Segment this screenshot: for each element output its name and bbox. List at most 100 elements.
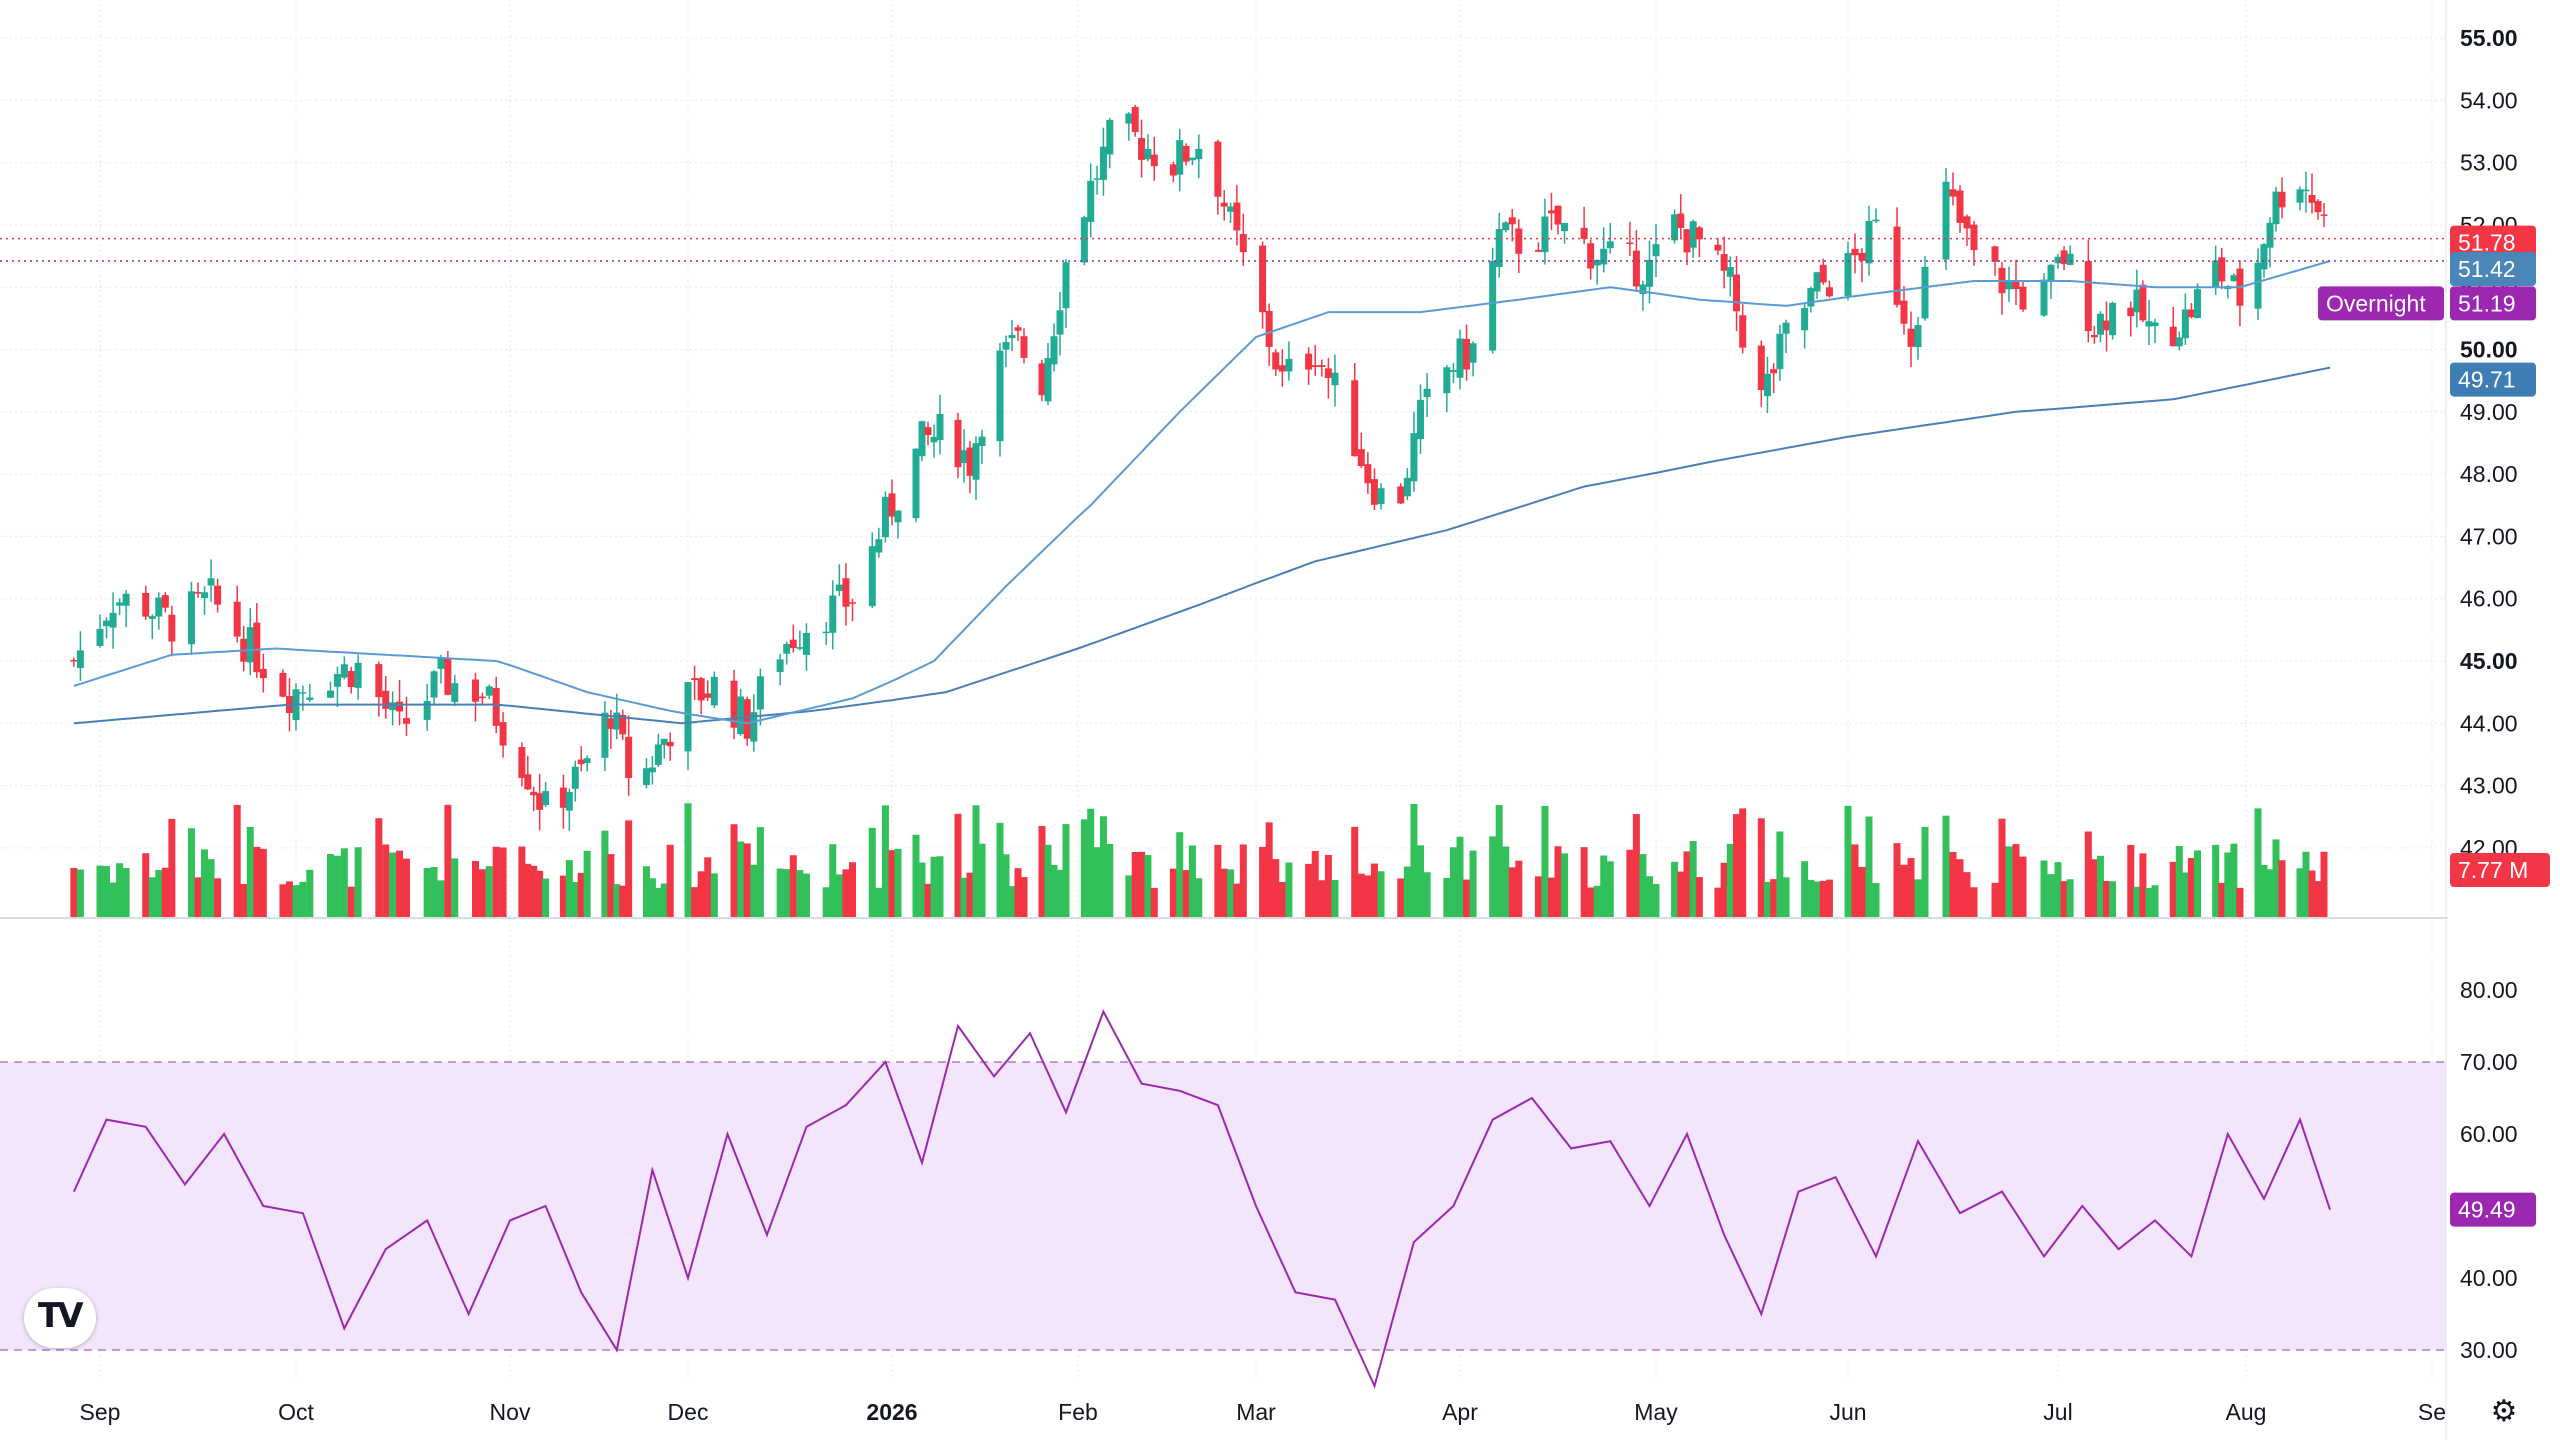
volume-bar bbox=[1364, 875, 1372, 918]
candle-body bbox=[875, 539, 883, 553]
volume-bar bbox=[565, 860, 573, 918]
volume-bar bbox=[1770, 879, 1778, 918]
volume-bar bbox=[2236, 887, 2244, 918]
volume-bar bbox=[333, 855, 341, 918]
rsi-axis-label: 40.00 bbox=[2460, 1265, 2518, 1291]
candle-body bbox=[1311, 365, 1319, 367]
candle-body bbox=[1776, 333, 1784, 370]
volume-bar bbox=[1991, 882, 1999, 918]
candle-body bbox=[912, 448, 920, 519]
volume-bar bbox=[2084, 831, 2092, 918]
volume-bar bbox=[1502, 846, 1510, 918]
volume-bar bbox=[666, 844, 674, 918]
volume-bar bbox=[1547, 877, 1555, 918]
price-axis-label: 44.00 bbox=[2460, 710, 2518, 736]
price-axis[interactable]: 55.0054.0053.0052.0051.0050.0049.0048.00… bbox=[2460, 25, 2518, 861]
candle-body bbox=[1106, 119, 1114, 155]
candle-body bbox=[894, 510, 902, 523]
candle-body bbox=[375, 664, 383, 698]
candle-body bbox=[2278, 191, 2286, 208]
volume-bar bbox=[1050, 865, 1058, 918]
candle-body bbox=[1062, 262, 1070, 309]
ma-long-tag-bg bbox=[2450, 362, 2536, 397]
candle-body bbox=[1921, 266, 1929, 319]
candle-body bbox=[1038, 363, 1046, 396]
time-axis-label: Se bbox=[2418, 1399, 2446, 1425]
candle-body bbox=[1188, 157, 1196, 161]
overnight-price-tag: 51.19 bbox=[2458, 290, 2516, 316]
volume-bar bbox=[1370, 863, 1378, 918]
volume-bar bbox=[2187, 857, 2195, 918]
candle-body bbox=[2066, 253, 2074, 265]
volume-bar bbox=[246, 826, 254, 918]
volume-bar bbox=[776, 868, 784, 918]
volume-bar bbox=[1495, 805, 1503, 918]
volume-bar bbox=[2218, 882, 2226, 918]
volume-bar bbox=[1456, 836, 1464, 918]
candle-body bbox=[1632, 250, 1640, 287]
candle-body bbox=[430, 671, 438, 698]
volume-bar bbox=[2005, 846, 2013, 918]
volume-bar bbox=[2047, 874, 2055, 918]
volume-bar bbox=[1403, 866, 1411, 918]
volume-bar bbox=[1893, 843, 1901, 918]
volume-bar bbox=[842, 869, 850, 918]
tradingview-logo-icon[interactable]: TV bbox=[24, 1288, 96, 1348]
candle-body bbox=[542, 791, 550, 806]
overnight-price-tag-bg bbox=[2450, 286, 2536, 321]
volume-bar bbox=[292, 885, 300, 918]
volume-bar bbox=[1080, 819, 1088, 918]
volume-bar bbox=[1600, 855, 1608, 918]
candle-body bbox=[2109, 302, 2117, 336]
candle-body bbox=[972, 443, 980, 480]
candle-body bbox=[1272, 352, 1280, 370]
volume-bar bbox=[168, 818, 176, 918]
overnight-label-tag-bg bbox=[2318, 286, 2444, 321]
candle-body bbox=[1626, 242, 1634, 244]
candle-body bbox=[1733, 274, 1741, 312]
volume-bar bbox=[240, 883, 248, 918]
candle-body bbox=[1169, 164, 1177, 176]
volume-bar bbox=[2054, 862, 2062, 918]
candle-body bbox=[1561, 222, 1569, 232]
volume-bar bbox=[1865, 816, 1873, 918]
volume-bar bbox=[148, 877, 156, 918]
volume-bar bbox=[1671, 861, 1679, 918]
candle-body bbox=[1227, 206, 1235, 212]
volume-bar bbox=[279, 884, 287, 918]
candle-body bbox=[750, 712, 758, 742]
candle-body bbox=[930, 436, 938, 443]
candle-body bbox=[1914, 325, 1922, 348]
candle-body bbox=[253, 622, 261, 673]
volume-bar bbox=[1714, 887, 1722, 918]
volume-bar bbox=[116, 863, 124, 918]
candle-body bbox=[1443, 367, 1451, 394]
candle-body bbox=[207, 578, 215, 586]
volume-bar bbox=[207, 859, 215, 918]
volume-bar bbox=[2314, 881, 2322, 918]
rsi-tag: 49.49 bbox=[2458, 1197, 2516, 1223]
candle-body bbox=[1469, 343, 1477, 363]
candle-body bbox=[1942, 181, 1950, 260]
candle-body bbox=[1410, 433, 1418, 482]
volume-bar bbox=[1807, 879, 1815, 918]
volume-bar bbox=[1776, 831, 1784, 918]
volume-bar bbox=[978, 843, 986, 918]
volume-bar bbox=[1508, 867, 1516, 918]
volume-bar bbox=[2320, 851, 2328, 918]
gear-icon[interactable]: ⚙ bbox=[2490, 1394, 2518, 1429]
volume-bar bbox=[930, 856, 938, 918]
candle-body bbox=[2012, 280, 2020, 290]
candle-body bbox=[2084, 261, 2092, 332]
candle-body bbox=[2320, 214, 2328, 216]
volume-bar bbox=[1272, 859, 1280, 918]
rsi-axis-label: 30.00 bbox=[2460, 1337, 2518, 1363]
volume-bar bbox=[530, 865, 538, 918]
time-axis[interactable]: Sep Oct Nov Dec 2026 Feb Mar Apr May Jun Jul Aug Se bbox=[80, 1399, 2447, 1425]
candle-body bbox=[1689, 221, 1697, 248]
candle-body bbox=[1331, 372, 1339, 386]
time-axis-label: Apr bbox=[1442, 1399, 1478, 1425]
candle-body bbox=[1364, 464, 1372, 484]
